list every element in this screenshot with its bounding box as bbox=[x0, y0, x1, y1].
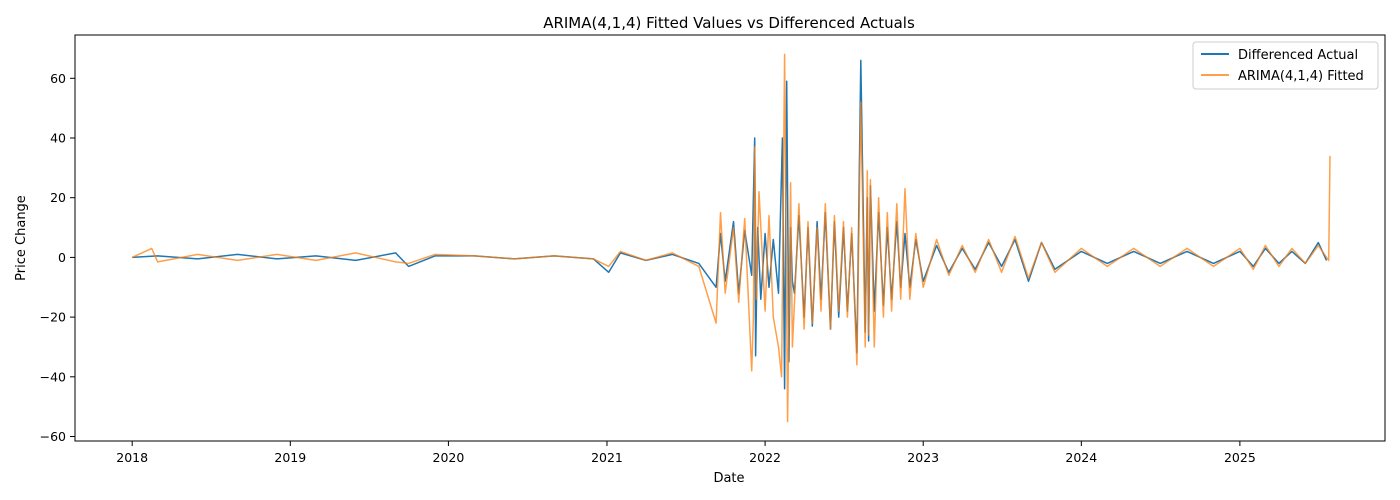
series-line-arima-fitted bbox=[131, 53, 1331, 423]
y-axis-label: Price Change bbox=[14, 195, 29, 281]
x-tick-label: 2025 bbox=[1224, 450, 1256, 465]
y-tick-label: 20 bbox=[50, 190, 66, 205]
x-tick-label: 2021 bbox=[591, 450, 623, 465]
legend-label-fitted: ARIMA(4,1,4) Fitted bbox=[1238, 69, 1364, 84]
x-axis-label: Date bbox=[713, 471, 744, 486]
x-tick-label: 2019 bbox=[274, 450, 306, 465]
plot-frame bbox=[74, 34, 1386, 442]
legend-label-actual: Differenced Actual bbox=[1238, 48, 1358, 63]
chart-title: ARIMA(4,1,4) Fitted Values vs Difference… bbox=[543, 14, 915, 32]
legend: Differenced Actual ARIMA(4,1,4) Fitted bbox=[1192, 41, 1379, 90]
x-tick-label: 2024 bbox=[1065, 450, 1097, 465]
y-tick-label: −60 bbox=[40, 429, 66, 444]
x-tick-label: 2018 bbox=[116, 450, 148, 465]
x-tick-label: 2023 bbox=[907, 450, 939, 465]
x-tick-label: 2022 bbox=[749, 450, 781, 465]
x-tick-label: 2020 bbox=[433, 450, 465, 465]
y-tick-label: −20 bbox=[40, 310, 66, 325]
y-axis: −60 −40 −20 0 20 40 60 bbox=[40, 71, 75, 444]
legend-box bbox=[1192, 41, 1379, 90]
series-line-differenced-actual bbox=[132, 59, 1328, 390]
y-tick-label: 60 bbox=[50, 71, 66, 86]
y-tick-label: −40 bbox=[40, 369, 66, 384]
x-axis: 2018 2019 2020 2021 2022 2023 2024 2025 bbox=[116, 441, 1256, 465]
y-tick-label: 0 bbox=[58, 250, 66, 265]
y-tick-label: 40 bbox=[50, 130, 66, 145]
plot-area bbox=[131, 53, 1331, 423]
